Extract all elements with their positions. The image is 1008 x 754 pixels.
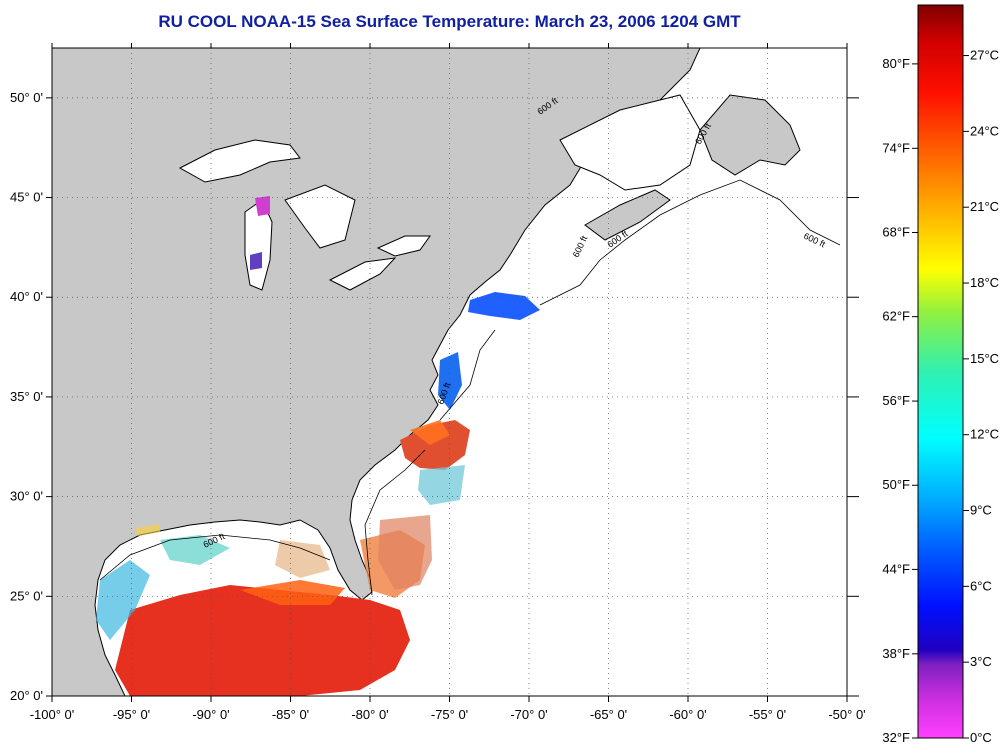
- lon-tick-label: -95° 0': [113, 707, 150, 722]
- lake-ontario: [376, 235, 431, 257]
- lake-erie: [328, 257, 397, 291]
- colorbar-f-label: 68°F: [882, 224, 910, 239]
- longitude-axis: -100° 0' -95° 0' -90° 0' -85° 0' -80° 0' -75°…: [30, 43, 866, 722]
- colorbar-f-label: 32°F: [882, 730, 910, 745]
- colorbar-f-label: 74°F: [882, 140, 910, 155]
- lat-tick-label: 25° 0': [10, 588, 43, 603]
- map-title: RU COOL NOAA-15 Sea Surface Temperature:…: [158, 12, 741, 31]
- lat-tick-label: 40° 0': [10, 289, 43, 304]
- lon-tick-label: -80° 0': [351, 707, 388, 722]
- colorbar-f-label: 50°F: [882, 477, 910, 492]
- sst-lake-superior: [255, 196, 270, 216]
- lon-tick-label: -65° 0': [590, 707, 627, 722]
- lon-tick-label: -70° 0': [510, 707, 547, 722]
- gulf-st-lawrence: [559, 94, 701, 191]
- lat-tick-label: 35° 0': [10, 389, 43, 404]
- latitude-axis: 20° 0' 25° 0' 30° 0' 35° 0' 40° 0' 45° 0' 50° …: [10, 90, 859, 703]
- colorbar-c-label: 0°C: [970, 730, 992, 745]
- colorbar-c-label: 18°C: [970, 275, 999, 290]
- colorbar-c-label: 6°C: [970, 578, 992, 593]
- depth-contour-600ft: [99, 179, 841, 596]
- graticule: [52, 48, 847, 696]
- land-north-america: [52, 48, 701, 696]
- lake-superior: [178, 139, 301, 183]
- lon-tick-label: -55° 0': [749, 707, 786, 722]
- lon-tick-label: -85° 0': [272, 707, 309, 722]
- lon-tick-label: -60° 0': [669, 707, 706, 722]
- lon-tick-label: -90° 0': [192, 707, 229, 722]
- colorbar-celsius-labels: 0°C 3°C 6°C 9°C 12°C 15°C 18°C 21°C 24°C 27°C: [963, 48, 999, 745]
- colorbar-c-label: 21°C: [970, 199, 999, 214]
- lon-tick-label: -100° 0': [30, 707, 75, 722]
- colorbar-c-label: 9°C: [970, 503, 992, 518]
- lon-tick-label: -50° 0': [828, 707, 865, 722]
- lat-tick-label: 20° 0': [10, 688, 43, 703]
- lake-huron: [284, 184, 356, 249]
- lon-tick-label: -75° 0': [431, 707, 468, 722]
- colorbar-c-label: 12°C: [970, 427, 999, 442]
- colorbar-c-label: 15°C: [970, 351, 999, 366]
- colorbar-f-label: 38°F: [882, 646, 910, 661]
- colorbar-c-label: 3°C: [970, 654, 992, 669]
- colorbar-f-label: 80°F: [882, 56, 910, 71]
- lat-tick-label: 30° 0': [10, 489, 43, 504]
- colorbar-fahrenheit-labels: 32°F 38°F 44°F 50°F 56°F 62°F 68°F 74°F 80°F: [882, 56, 918, 745]
- colorbar: [917, 4, 964, 739]
- lat-tick-label: 50° 0': [10, 90, 43, 105]
- land-nova-scotia: [584, 189, 671, 241]
- colorbar-f-label: 44°F: [882, 561, 910, 576]
- lat-tick-label: 45° 0': [10, 190, 43, 205]
- colorbar-f-label: 56°F: [882, 393, 910, 408]
- colorbar-c-label: 27°C: [970, 48, 999, 63]
- sst-lake-michigan: [250, 252, 262, 270]
- colorbar-f-label: 62°F: [882, 309, 910, 324]
- colorbar-c-label: 24°C: [970, 123, 999, 138]
